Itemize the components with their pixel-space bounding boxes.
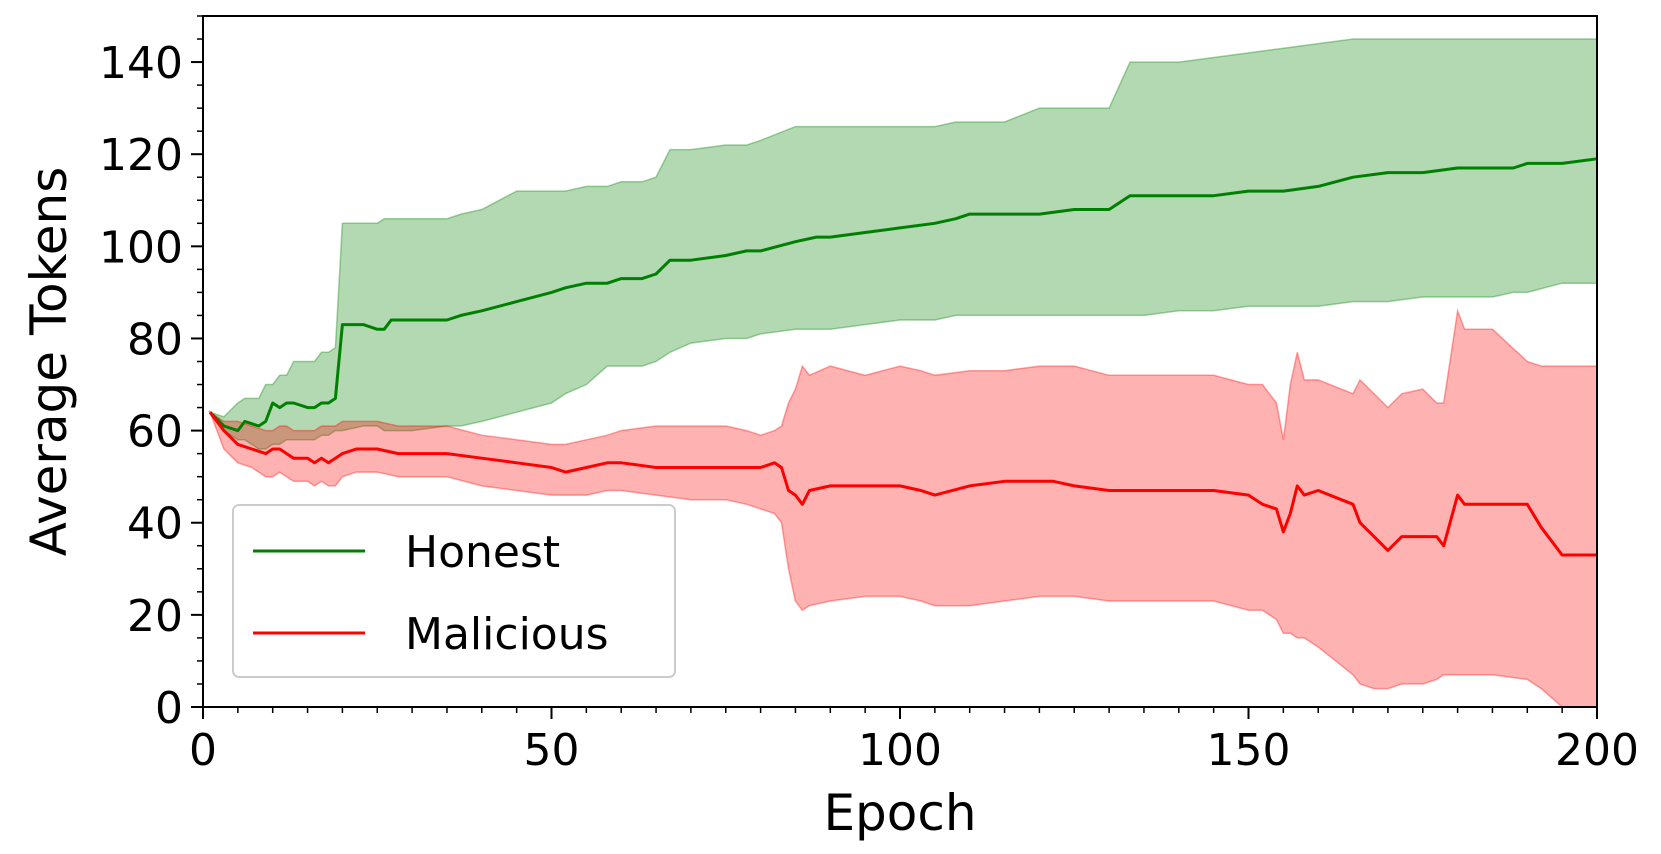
y-tick-label: 20 [127, 591, 183, 642]
x-tick-label: 200 [1555, 725, 1639, 776]
x-tick-label: 50 [524, 725, 580, 776]
x-axis-label: Epoch [823, 784, 976, 842]
y-axis-label: Average Tokens [20, 167, 78, 557]
y-tick-label: 80 [127, 314, 183, 365]
x-tick-label: 100 [858, 725, 942, 776]
y-tick-label: 40 [127, 499, 183, 550]
legend: Honest Malicious [232, 504, 676, 678]
x-tick-label: 150 [1207, 725, 1291, 776]
y-tick-label: 140 [99, 38, 183, 89]
y-tick-label: 120 [99, 130, 183, 181]
y-tick-label: 100 [99, 222, 183, 273]
x-tick-label: 0 [189, 725, 217, 776]
series-lines [208, 157, 1598, 557]
malicious-line [208, 411, 1597, 557]
y-tick-label: 60 [127, 407, 183, 458]
legend-label-malicious: Malicious [405, 609, 609, 660]
legend-label-honest: Honest [405, 527, 560, 578]
y-tick-label: 0 [155, 683, 183, 734]
axes: 0 20 40 60 80 100 120 140 0 50 100 150 200 [99, 15, 1639, 776]
honest-line [208, 157, 1598, 433]
